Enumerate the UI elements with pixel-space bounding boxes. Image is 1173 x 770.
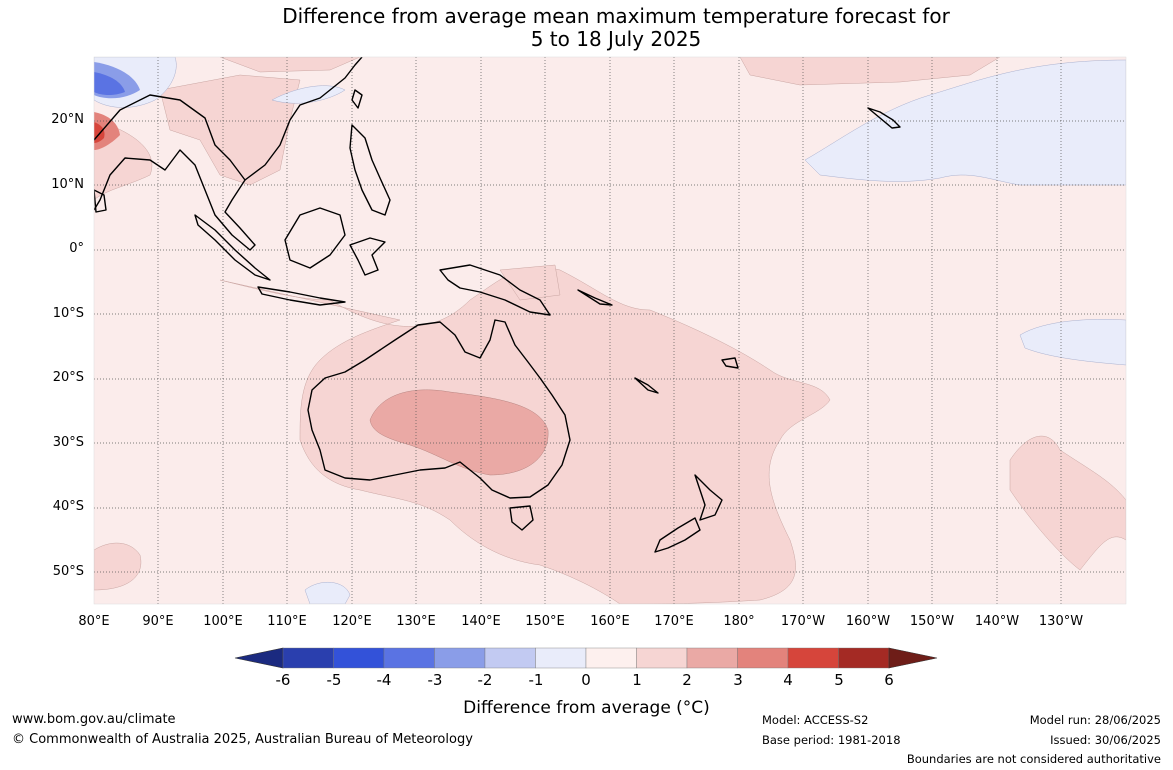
lat-label-10n: 10°N — [51, 177, 84, 192]
anomaly-region-northeast-pacific — [739, 57, 1001, 86]
colorbar-swatch — [484, 647, 536, 669]
borneo-coastline — [284, 207, 346, 269]
lat-label-10s: 10°S — [52, 306, 84, 321]
lon-label-130w: 130°W — [1038, 614, 1084, 629]
new-zealand-south-coastline — [654, 517, 701, 553]
model-name: Model: ACCESS-S2 — [762, 713, 869, 727]
mainland-southeast-asia-coastline — [94, 94, 256, 251]
lon-label-180: 180° — [723, 614, 755, 629]
map-frame — [93, 56, 1127, 605]
colorbar-swatch — [686, 647, 738, 669]
colorbar-swatch — [535, 647, 587, 669]
colorbar-extend-high — [888, 647, 938, 669]
sri-lanka-coastline — [94, 189, 107, 213]
colorbar-tick: 5 — [834, 671, 844, 689]
lon-label-150w: 150°W — [909, 614, 955, 629]
anomaly-region-south-central-pacific — [1019, 319, 1126, 366]
lat-label-0: 0° — [69, 241, 84, 256]
base-period: Base period: 1981-2018 — [762, 733, 901, 747]
colorbar-swatch — [282, 647, 334, 669]
model-run-date: Model run: 28/06/2025 — [1029, 713, 1161, 727]
longitude-gridlines — [157, 57, 1062, 604]
lat-label-20n: 20°N — [51, 112, 84, 127]
lon-label-170w: 170°W — [780, 614, 826, 629]
hawaii-coastline — [867, 107, 901, 129]
colorbar-extend-low — [234, 647, 284, 669]
colorbar-swatch — [383, 647, 435, 669]
colorbar-tick: -2 — [477, 671, 493, 689]
sulawesi-coastline — [349, 237, 386, 276]
issued-date: Issued: 30/06/2025 — [1050, 733, 1161, 747]
colorbar-tick: 0 — [581, 671, 591, 689]
sumatra-coastline — [194, 214, 271, 281]
lat-label-20s: 20°S — [52, 370, 84, 385]
lat-label-30s: 30°S — [52, 435, 84, 450]
lon-label-160e: 160°E — [590, 614, 630, 629]
china-coastline — [244, 57, 363, 181]
colorbar-swatch — [434, 647, 486, 669]
copyright-notice: © Commonwealth of Australia 2025, Austra… — [12, 732, 473, 747]
lon-label-100e: 100°E — [203, 614, 243, 629]
colorbar-tick: -3 — [427, 671, 443, 689]
anomaly-region-philippine-sea — [271, 85, 346, 104]
colorbar-tick: -1 — [528, 671, 544, 689]
anomaly-region-southern-ocean — [304, 582, 351, 604]
colorbar-swatch — [585, 647, 637, 669]
colorbar-tick: 1 — [632, 671, 642, 689]
java-coastline — [257, 286, 346, 306]
forecast-map — [93, 56, 1127, 605]
new-zealand-north-coastline — [694, 474, 723, 521]
map-title-line-1: Difference from average mean maximum tem… — [282, 4, 950, 28]
new-caledonia-coastline — [634, 377, 659, 394]
colorbar-swatch — [636, 647, 688, 669]
anomaly-region-central-australia — [369, 389, 549, 476]
australia-coastline — [307, 319, 571, 499]
lon-label-110e: 110°E — [267, 614, 307, 629]
fiji-coastline — [721, 357, 739, 369]
lon-label-170e: 170°E — [654, 614, 694, 629]
anomaly-region-mainland-asia — [159, 74, 301, 186]
lat-label-50s: 50°S — [52, 564, 84, 579]
lon-label-130e: 130°E — [396, 614, 436, 629]
colorbar-tick: 6 — [884, 671, 894, 689]
colorbar-tick: -4 — [376, 671, 392, 689]
solomon-islands-coastline — [577, 289, 613, 306]
colorbar-swatch — [333, 647, 385, 669]
lon-label-160w: 160°W — [845, 614, 891, 629]
anomaly-region-southwest — [94, 542, 142, 591]
lon-label-140e: 140°E — [461, 614, 501, 629]
colorbar-swatch — [737, 647, 789, 669]
anomaly-region-north-pacific-top — [219, 57, 361, 73]
lon-label-140w: 140°W — [974, 614, 1020, 629]
boundaries-disclaimer: Boundaries are not considered authoritat… — [906, 752, 1161, 766]
anomaly-region-north-central-pacific — [804, 59, 1126, 186]
anomaly-region-himalaya-minus-3 — [94, 72, 125, 96]
colorbar-tick: 4 — [783, 671, 793, 689]
colorbar-tick: 3 — [733, 671, 743, 689]
new-guinea-coastline — [439, 264, 551, 316]
coastlines — [94, 57, 901, 553]
colorbar-tick: 2 — [682, 671, 692, 689]
lat-label-40s: 40°S — [52, 499, 84, 514]
colorbar-label: Difference from average (°C) — [463, 698, 710, 718]
lon-label-120e: 120°E — [332, 614, 372, 629]
lon-label-80e: 80°E — [78, 614, 110, 629]
tasmania-coastline — [509, 505, 534, 531]
philippines-coastline — [349, 124, 391, 216]
bom-url-link[interactable]: www.bom.gov.au/climate — [12, 712, 176, 727]
taiwan-coastline — [351, 89, 363, 109]
lon-label-150e: 150°E — [525, 614, 565, 629]
map-title-line-2: 5 to 18 July 2025 — [530, 27, 702, 51]
colorbar — [234, 647, 938, 669]
colorbar-tick: -5 — [326, 671, 342, 689]
colorbar-tick: -6 — [275, 671, 291, 689]
lon-label-90e: 90°E — [142, 614, 174, 629]
colorbar-swatch — [838, 647, 890, 669]
colorbar-swatch — [787, 647, 839, 669]
